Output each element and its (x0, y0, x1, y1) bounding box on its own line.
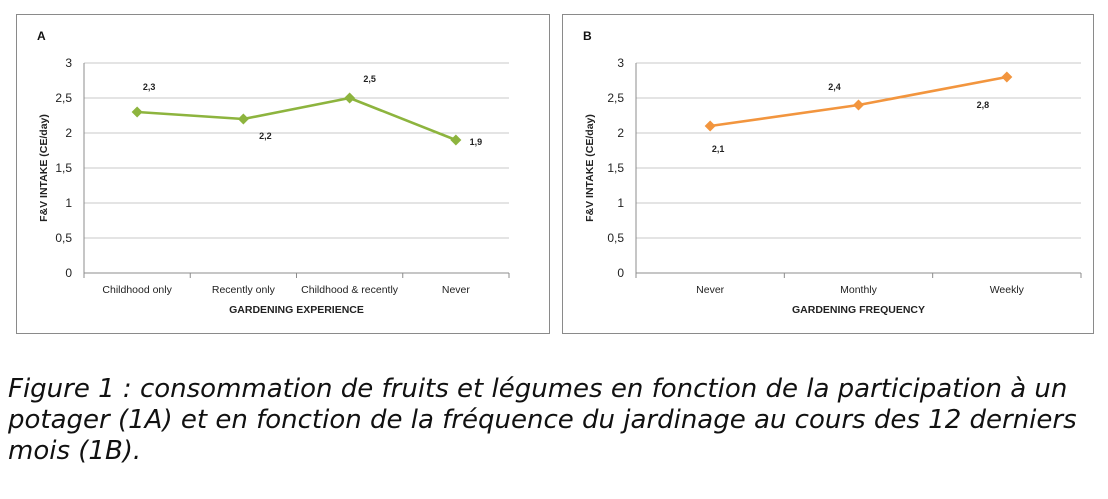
y-tick-label: 1 (617, 196, 624, 210)
panel-label-a: A (37, 29, 46, 43)
chart-panel-b: B 0 0,5 1 1,5 2 2,5 3 Never Monthly Weekly GARDENI… (562, 14, 1094, 334)
chart-panel-a: A 0 0,5 1 1,5 2 2,5 3 Childhood only Recently on… (16, 14, 550, 334)
panel-label-b: B (583, 29, 592, 43)
data-label: 2,3 (143, 82, 156, 92)
x-tick-label: Recently only (212, 284, 276, 296)
y-tick-label: 1,5 (55, 161, 72, 175)
data-point-marker (450, 134, 462, 146)
x-tick-label: Childhood & recently (301, 284, 399, 296)
y-tick-label: 1,5 (607, 161, 624, 175)
chart-b-svg: 0 0,5 1 1,5 2 2,5 3 Never Monthly Weekly GARDENING… (584, 56, 1082, 316)
y-tick-label: 0 (65, 266, 72, 280)
data-point-marker (853, 99, 864, 111)
x-tick-label: Never (442, 284, 471, 296)
data-point-marker (1001, 71, 1013, 83)
data-label: 2,2 (259, 131, 272, 141)
figure-caption: Figure 1 : consommation de fruits et lég… (8, 374, 1077, 466)
data-label: 2,4 (828, 82, 841, 92)
x-axis-title: GARDENING FREQUENCY (792, 304, 925, 316)
y-tick-label: 0,5 (55, 231, 72, 245)
x-tick-label: Never (696, 284, 725, 296)
y-tick-label: 2 (617, 126, 624, 140)
chart-a-svg: 0 0,5 1 1,5 2 2,5 3 Childhood only Recently only… (38, 56, 510, 316)
y-tick-label: 0,5 (607, 231, 624, 245)
data-label: 2,8 (977, 100, 990, 110)
data-label: 2,5 (363, 74, 376, 84)
y-axis-title: F&V INTAKE (CE/day) (584, 114, 596, 222)
y-tick-label: 1 (65, 196, 72, 210)
data-point-marker (344, 92, 356, 104)
x-tick-label: Weekly (990, 284, 1025, 296)
y-tick-label: 2,5 (607, 91, 624, 105)
series-line (137, 96, 457, 142)
y-tick-label: 3 (617, 56, 624, 70)
x-tick-label: Monthly (840, 284, 878, 296)
data-point-marker (237, 113, 249, 125)
y-tick-label: 3 (65, 56, 72, 70)
x-axis-title: GARDENING EXPERIENCE (229, 304, 364, 316)
data-label: 2,1 (712, 144, 725, 154)
data-label: 1,9 (470, 137, 483, 147)
y-tick-label: 0 (617, 266, 624, 280)
y-tick-label: 2,5 (55, 91, 72, 105)
data-point-marker (131, 106, 143, 118)
y-tick-label: 2 (65, 126, 72, 140)
y-axis-title: F&V INTAKE (CE/day) (38, 114, 50, 222)
x-tick-label: Childhood only (102, 284, 172, 296)
data-point-marker (704, 120, 716, 132)
